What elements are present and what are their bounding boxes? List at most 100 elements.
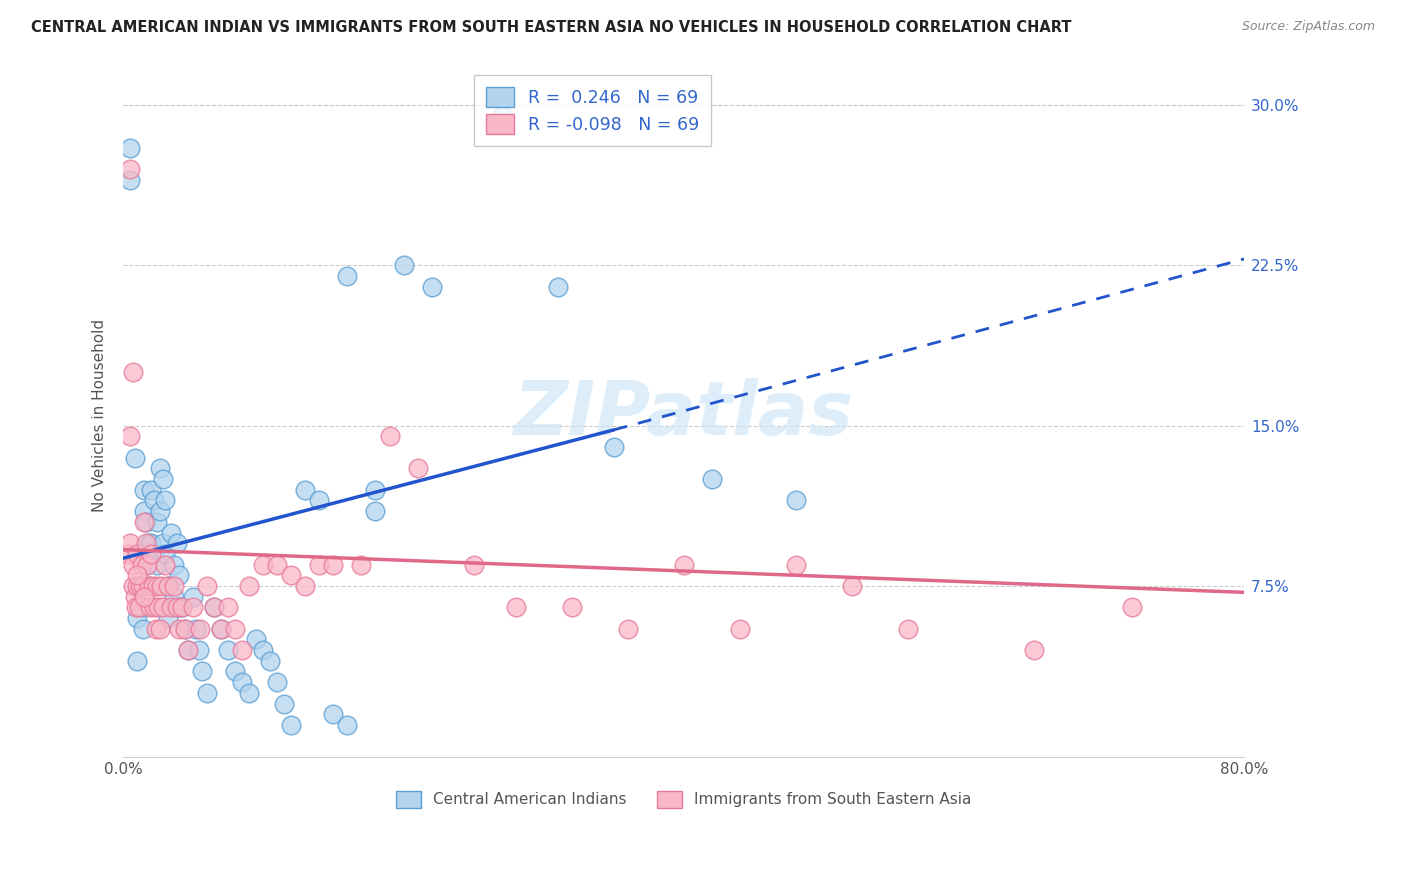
Point bbox=[308, 558, 330, 572]
Point bbox=[127, 547, 149, 561]
Point bbox=[202, 600, 225, 615]
Point bbox=[160, 525, 183, 540]
Point bbox=[127, 611, 149, 625]
Point bbox=[143, 600, 166, 615]
Point bbox=[117, 547, 139, 561]
Point bbox=[163, 558, 186, 572]
Point bbox=[127, 654, 149, 668]
Point bbox=[129, 579, 152, 593]
Point bbox=[138, 579, 160, 593]
Point bbox=[146, 558, 169, 572]
Point bbox=[120, 429, 142, 443]
Point bbox=[163, 590, 186, 604]
Point bbox=[146, 579, 169, 593]
Point bbox=[841, 579, 863, 593]
Point bbox=[152, 600, 174, 615]
Point bbox=[129, 547, 152, 561]
Point bbox=[132, 579, 155, 593]
Point bbox=[209, 622, 232, 636]
Point bbox=[166, 536, 188, 550]
Point bbox=[125, 600, 148, 615]
Point bbox=[135, 515, 157, 529]
Point bbox=[183, 590, 205, 604]
Point bbox=[135, 558, 157, 572]
Point bbox=[122, 365, 145, 379]
Point bbox=[406, 461, 429, 475]
Point bbox=[672, 558, 695, 572]
Point bbox=[217, 643, 239, 657]
Point bbox=[155, 558, 177, 572]
Point bbox=[160, 600, 183, 615]
Point bbox=[252, 558, 274, 572]
Point bbox=[157, 579, 180, 593]
Point bbox=[322, 558, 344, 572]
Point bbox=[149, 622, 172, 636]
Point bbox=[131, 558, 153, 572]
Point bbox=[547, 279, 569, 293]
Point bbox=[120, 536, 142, 550]
Point bbox=[169, 622, 191, 636]
Point bbox=[142, 579, 165, 593]
Point bbox=[148, 600, 170, 615]
Point bbox=[188, 643, 211, 657]
Point bbox=[195, 579, 218, 593]
Point bbox=[364, 504, 387, 518]
Point bbox=[217, 600, 239, 615]
Point bbox=[152, 472, 174, 486]
Point bbox=[122, 558, 145, 572]
Point bbox=[280, 568, 302, 582]
Point bbox=[209, 622, 232, 636]
Point bbox=[378, 429, 401, 443]
Point bbox=[124, 590, 146, 604]
Point bbox=[127, 579, 149, 593]
Point bbox=[129, 579, 152, 593]
Point bbox=[132, 600, 155, 615]
Point bbox=[280, 718, 302, 732]
Point bbox=[127, 568, 149, 582]
Point bbox=[616, 622, 638, 636]
Legend: Central American Indians, Immigrants from South Eastern Asia: Central American Indians, Immigrants fro… bbox=[391, 784, 977, 814]
Point bbox=[505, 600, 527, 615]
Point bbox=[728, 622, 751, 636]
Point bbox=[350, 558, 373, 572]
Point bbox=[177, 643, 200, 657]
Point bbox=[120, 141, 142, 155]
Point bbox=[224, 622, 246, 636]
Point bbox=[463, 558, 485, 572]
Point bbox=[134, 504, 156, 518]
Point bbox=[294, 483, 316, 497]
Point bbox=[128, 600, 150, 615]
Point bbox=[336, 268, 359, 283]
Point bbox=[174, 622, 197, 636]
Point bbox=[491, 109, 513, 123]
Point bbox=[252, 643, 274, 657]
Point bbox=[157, 579, 180, 593]
Point bbox=[163, 579, 186, 593]
Point bbox=[266, 558, 288, 572]
Point bbox=[322, 707, 344, 722]
Point bbox=[245, 632, 267, 647]
Point bbox=[785, 558, 807, 572]
Point bbox=[700, 472, 723, 486]
Point bbox=[231, 643, 253, 657]
Point bbox=[155, 493, 177, 508]
Point bbox=[785, 493, 807, 508]
Point bbox=[183, 600, 205, 615]
Point bbox=[136, 558, 159, 572]
Point bbox=[602, 440, 624, 454]
Point bbox=[157, 611, 180, 625]
Point bbox=[392, 258, 415, 272]
Point bbox=[166, 600, 188, 615]
Text: Source: ZipAtlas.com: Source: ZipAtlas.com bbox=[1241, 20, 1375, 33]
Point bbox=[120, 173, 142, 187]
Text: CENTRAL AMERICAN INDIAN VS IMMIGRANTS FROM SOUTH EASTERN ASIA NO VEHICLES IN HOU: CENTRAL AMERICAN INDIAN VS IMMIGRANTS FR… bbox=[31, 20, 1071, 35]
Point bbox=[141, 483, 163, 497]
Point bbox=[145, 622, 167, 636]
Point bbox=[190, 622, 212, 636]
Point bbox=[174, 622, 197, 636]
Point bbox=[143, 493, 166, 508]
Point bbox=[420, 279, 443, 293]
Point bbox=[231, 675, 253, 690]
Text: ZIPatlas: ZIPatlas bbox=[513, 378, 853, 451]
Point bbox=[134, 483, 156, 497]
